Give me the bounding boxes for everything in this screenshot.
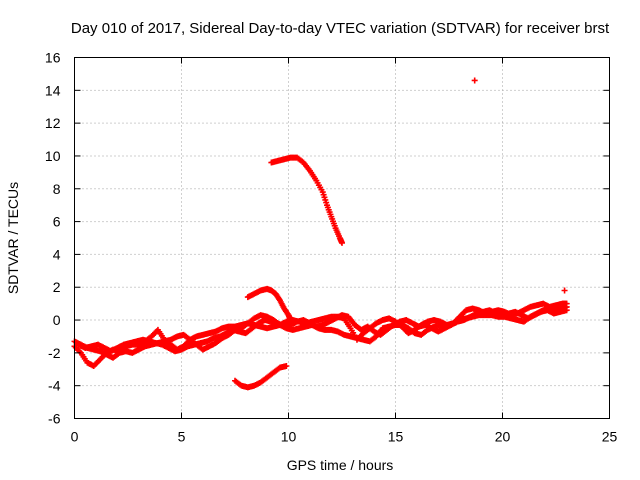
series-hump-09h — [244, 285, 294, 324]
x-tick-label: 20 — [495, 429, 511, 445]
y-tick-label: -6 — [48, 411, 61, 427]
x-tick-label: 5 — [178, 429, 186, 445]
axis-ticks — [74, 57, 610, 419]
y-tick-label: 8 — [53, 181, 61, 197]
series-dip-08h — [232, 362, 290, 391]
y-tick-label: 12 — [45, 115, 61, 131]
plot-frame — [74, 57, 610, 419]
y-tick-label: 14 — [45, 82, 61, 98]
y-tick-labels: -6 -4 -2 0 2 4 6 8 10 12 14 16 — [45, 50, 61, 427]
chart-title: Day 010 of 2017, Sidereal Day-to-day VTE… — [71, 20, 610, 37]
x-tick-label: 10 — [281, 429, 297, 445]
y-tick-label: 2 — [53, 279, 61, 295]
data-point — [287, 317, 294, 324]
series-arc-12h — [268, 154, 345, 246]
y-tick-label: -4 — [48, 378, 61, 394]
x-axis-label: GPS time / hours — [287, 457, 394, 473]
series-main-band-3 — [75, 307, 570, 355]
data-point — [563, 300, 570, 307]
y-tick-label: -2 — [48, 345, 61, 361]
y-tick-label: 6 — [53, 214, 61, 230]
data-point — [563, 307, 570, 314]
x-tick-labels: 0 5 10 15 20 25 — [71, 429, 618, 445]
grid-lines — [74, 57, 610, 419]
series-outliers — [471, 77, 568, 294]
y-tick-label: 4 — [53, 246, 61, 262]
y-axis-label: SDTVAR / TECUs — [5, 182, 21, 294]
data-point — [471, 77, 478, 84]
data-point — [283, 362, 290, 369]
x-tick-label: 15 — [388, 429, 404, 445]
y-tick-label: 10 — [45, 148, 61, 164]
y-tick-label: 0 — [53, 312, 61, 328]
y-tick-label: 16 — [45, 50, 61, 66]
data-point — [339, 239, 345, 246]
x-tick-label: 25 — [602, 429, 618, 445]
data-points — [71, 77, 570, 391]
x-tick-label: 0 — [71, 429, 79, 445]
data-point — [561, 287, 568, 294]
